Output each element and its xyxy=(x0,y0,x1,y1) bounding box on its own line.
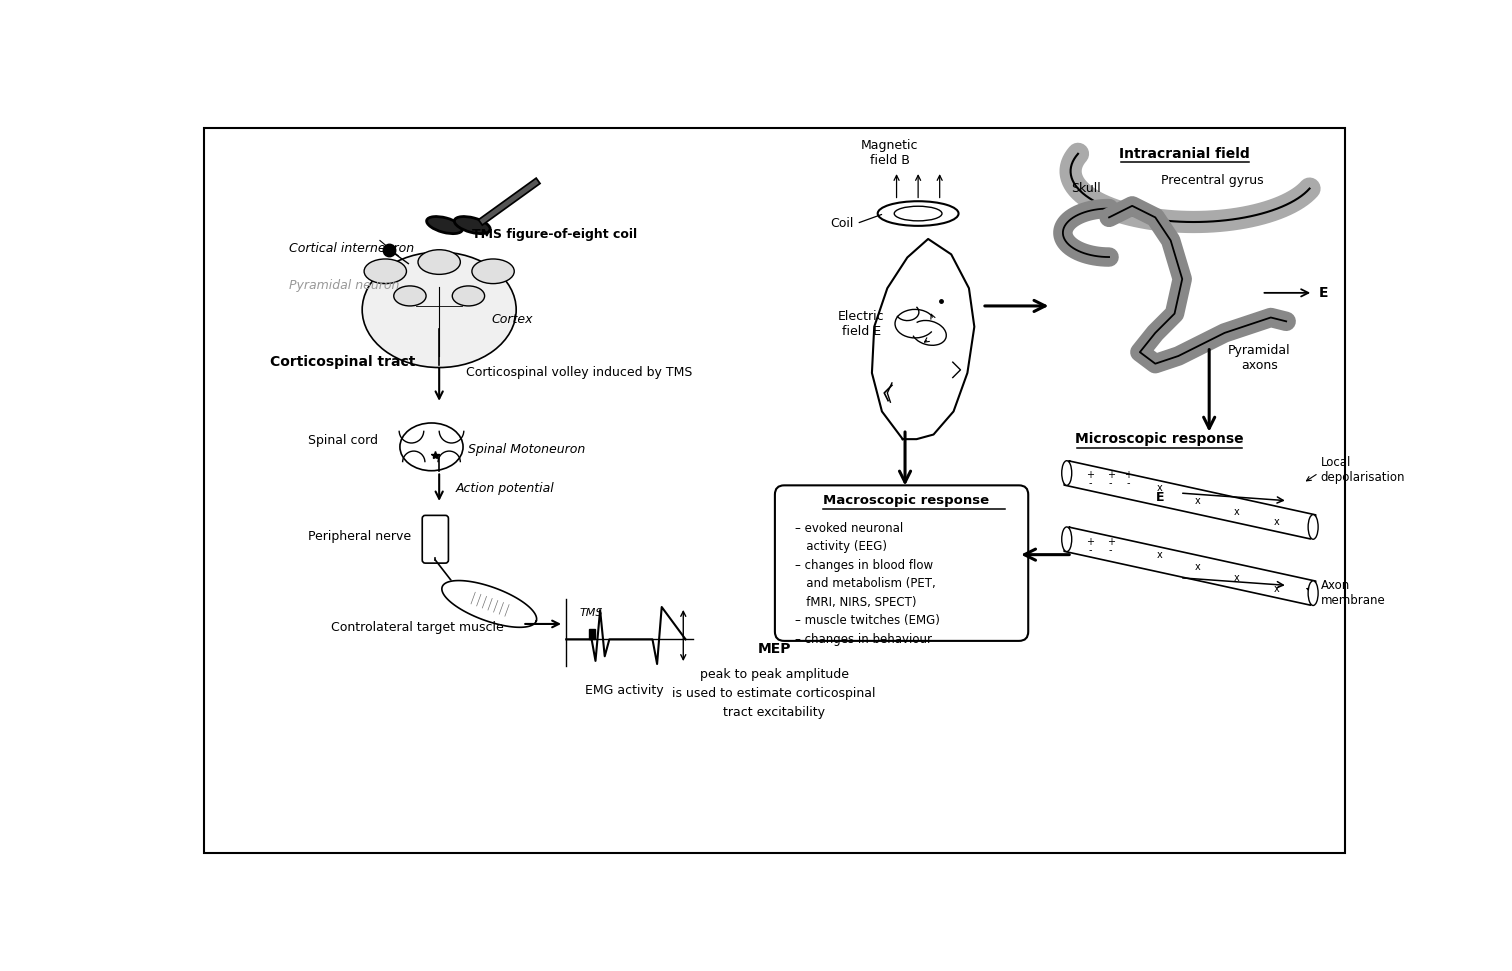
Text: Cortical interneuron: Cortical interneuron xyxy=(289,242,414,254)
Text: Pyramidal
axons: Pyramidal axons xyxy=(1228,344,1291,372)
Text: Peripheral nerve: Peripheral nerve xyxy=(308,529,411,543)
Text: +: + xyxy=(1125,470,1132,481)
Text: Corticospinal volley induced by TMS: Corticospinal volley induced by TMS xyxy=(466,366,692,380)
Text: E: E xyxy=(1157,491,1164,504)
Ellipse shape xyxy=(364,259,407,284)
Text: -: - xyxy=(1108,545,1113,555)
Text: Action potential: Action potential xyxy=(457,482,555,495)
Text: E: E xyxy=(1318,285,1328,300)
Ellipse shape xyxy=(877,201,959,226)
Bar xyxy=(590,628,594,639)
Text: x: x xyxy=(1157,484,1163,493)
Text: Controlateral target muscle: Controlateral target muscle xyxy=(331,620,503,633)
Text: Local
depolarisation: Local depolarisation xyxy=(1321,456,1405,484)
FancyBboxPatch shape xyxy=(776,486,1028,641)
Text: -: - xyxy=(1126,478,1129,488)
Text: Corticospinal tract: Corticospinal tract xyxy=(269,355,416,369)
Text: Skull: Skull xyxy=(1070,182,1101,194)
Ellipse shape xyxy=(472,259,514,284)
Polygon shape xyxy=(442,581,537,627)
Text: x: x xyxy=(1275,518,1279,527)
Text: – evoked neuronal
   activity (EEG)
– changes in blood flow
   and metabolism (P: – evoked neuronal activity (EEG) – chang… xyxy=(795,521,940,646)
Text: Axon
membrane: Axon membrane xyxy=(1321,579,1385,607)
Text: Electric
field E: Electric field E xyxy=(838,310,885,338)
Text: Microscopic response: Microscopic response xyxy=(1075,432,1243,446)
Text: peak to peak amplitude
is used to estimate corticospinal
tract excitability: peak to peak amplitude is used to estima… xyxy=(673,668,875,719)
Text: MEP: MEP xyxy=(758,643,791,656)
Text: x: x xyxy=(1194,496,1201,506)
Text: +: + xyxy=(1086,470,1093,481)
Ellipse shape xyxy=(454,217,490,234)
Text: Precentral gyrus: Precentral gyrus xyxy=(1161,174,1264,187)
Text: x: x xyxy=(1157,550,1163,559)
Ellipse shape xyxy=(1061,527,1072,552)
Polygon shape xyxy=(1064,461,1315,539)
Text: EMG activity: EMG activity xyxy=(585,684,664,697)
Text: -: - xyxy=(1089,545,1092,555)
Polygon shape xyxy=(1064,527,1315,605)
Ellipse shape xyxy=(1061,460,1072,486)
Ellipse shape xyxy=(894,206,942,220)
Text: TMS figure-of-eight coil: TMS figure-of-eight coil xyxy=(472,228,637,241)
Text: Spinal Motoneuron: Spinal Motoneuron xyxy=(469,444,585,456)
Text: +: + xyxy=(1086,537,1093,548)
Text: -: - xyxy=(1108,478,1113,488)
Text: -: - xyxy=(1089,478,1092,488)
Text: Spinal cord: Spinal cord xyxy=(308,434,378,448)
Text: x: x xyxy=(1234,507,1238,517)
Ellipse shape xyxy=(417,250,460,275)
Text: Intracranial field: Intracranial field xyxy=(1119,148,1250,161)
Ellipse shape xyxy=(399,423,463,471)
Text: Cortex: Cortex xyxy=(491,313,534,325)
Ellipse shape xyxy=(426,217,463,234)
Text: +: + xyxy=(1107,537,1114,548)
Ellipse shape xyxy=(393,285,426,306)
Text: x: x xyxy=(1275,584,1279,593)
FancyBboxPatch shape xyxy=(422,516,449,563)
Text: TMS: TMS xyxy=(581,608,603,618)
Text: Coil: Coil xyxy=(830,218,853,230)
Ellipse shape xyxy=(452,285,485,306)
Ellipse shape xyxy=(1308,581,1318,606)
Ellipse shape xyxy=(1308,515,1318,539)
Text: Macroscopic response: Macroscopic response xyxy=(823,494,989,507)
Text: +: + xyxy=(1107,470,1114,481)
Text: Pyramidal neuron: Pyramidal neuron xyxy=(289,279,399,291)
Ellipse shape xyxy=(363,252,516,368)
Text: x: x xyxy=(1234,573,1238,583)
Text: x: x xyxy=(1194,562,1201,572)
Text: Magnetic
field B: Magnetic field B xyxy=(860,140,918,167)
